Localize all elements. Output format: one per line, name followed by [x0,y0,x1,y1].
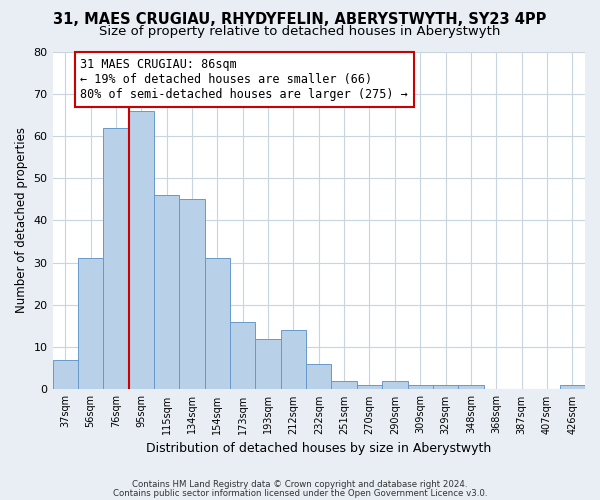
Bar [205,258,230,390]
Bar [78,258,103,390]
Bar [306,364,331,390]
Bar [331,381,357,390]
Bar [357,385,382,390]
Bar [256,338,281,390]
Bar [230,322,256,390]
Y-axis label: Number of detached properties: Number of detached properties [15,128,28,314]
Bar [407,385,433,390]
Bar [560,385,585,390]
Bar [382,381,407,390]
Bar [458,385,484,390]
Bar [281,330,306,390]
Text: Size of property relative to detached houses in Aberystwyth: Size of property relative to detached ho… [100,24,500,38]
Text: Contains HM Land Registry data © Crown copyright and database right 2024.: Contains HM Land Registry data © Crown c… [132,480,468,489]
Bar [103,128,128,390]
Text: Contains public sector information licensed under the Open Government Licence v3: Contains public sector information licen… [113,488,487,498]
Bar [433,385,458,390]
Bar [128,110,154,390]
Text: 31, MAES CRUGIAU, RHYDYFELIN, ABERYSTWYTH, SY23 4PP: 31, MAES CRUGIAU, RHYDYFELIN, ABERYSTWYT… [53,12,547,28]
Text: 31 MAES CRUGIAU: 86sqm
← 19% of detached houses are smaller (66)
80% of semi-det: 31 MAES CRUGIAU: 86sqm ← 19% of detached… [80,58,408,101]
Bar [179,200,205,390]
Bar [53,360,78,390]
Bar [154,195,179,390]
X-axis label: Distribution of detached houses by size in Aberystwyth: Distribution of detached houses by size … [146,442,491,455]
